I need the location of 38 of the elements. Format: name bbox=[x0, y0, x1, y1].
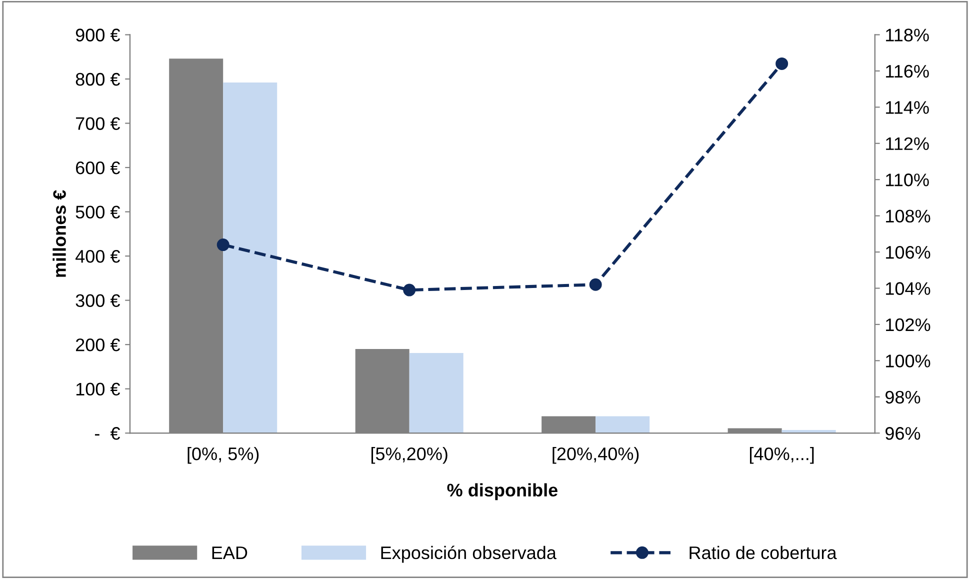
bar bbox=[223, 82, 278, 434]
y-tick-label: 500 € bbox=[76, 206, 120, 219]
x-tick-label: [0%, 5%) bbox=[188, 446, 259, 464]
point bbox=[403, 284, 416, 296]
legend-label: EAD bbox=[212, 546, 248, 560]
y2-tick-label: 108% bbox=[886, 210, 930, 223]
legend-label: Exposición observada bbox=[381, 546, 556, 563]
y2-tick-label: 100% bbox=[886, 354, 930, 368]
point bbox=[589, 278, 602, 291]
x-tick-label: [40%,...] bbox=[750, 446, 814, 464]
y-tick-label: 300 € bbox=[76, 294, 120, 308]
y2-tick-label: 110% bbox=[886, 174, 929, 186]
y-tick-label: 400 € bbox=[75, 250, 120, 263]
y2-tick-label: 104% bbox=[886, 282, 930, 295]
point bbox=[776, 57, 788, 70]
y2-tick-label: 114% bbox=[886, 101, 929, 114]
bar bbox=[596, 416, 650, 434]
y2-tick-label: 106% bbox=[886, 246, 930, 259]
x-axis-title: % disponible bbox=[447, 483, 558, 500]
y-tick-label: 800 € bbox=[76, 72, 120, 86]
y2-tick-label: 116% bbox=[886, 64, 929, 78]
y-tick-label: 100 € bbox=[76, 382, 120, 396]
y2-tick-label: 98% bbox=[886, 390, 920, 404]
point bbox=[216, 238, 230, 252]
y-tick-label: 700 € bbox=[76, 117, 120, 130]
x-tick-label: [5%,20%) bbox=[371, 446, 448, 464]
y2-tick-label: 102% bbox=[886, 318, 930, 332]
y-tick-label: 200 € bbox=[76, 338, 120, 352]
y-tick-label: 600 € bbox=[76, 161, 120, 174]
legend-label: Ratio de cobertura bbox=[690, 546, 837, 560]
bar bbox=[409, 352, 464, 434]
y-tick-label: 900 € bbox=[76, 28, 120, 42]
y2-tick-label: 112% bbox=[886, 137, 929, 150]
y-axis-title: millones € bbox=[52, 190, 66, 277]
y-tick-label: - € bbox=[94, 427, 120, 440]
y2-tick-label: 118% bbox=[886, 28, 929, 42]
x-tick-label: [20%,40%) bbox=[552, 446, 639, 464]
y2-tick-label: 96% bbox=[886, 427, 920, 440]
